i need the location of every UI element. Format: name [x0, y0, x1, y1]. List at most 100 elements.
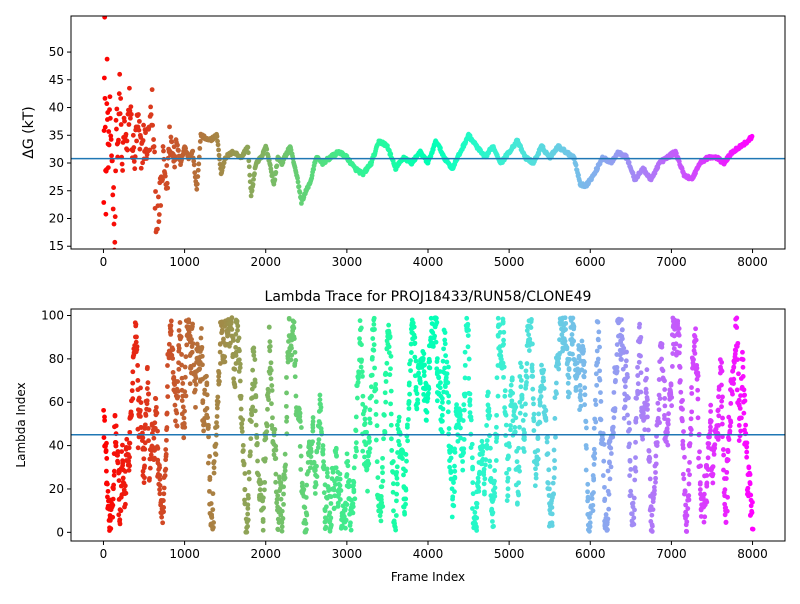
lambda-point — [244, 529, 250, 535]
lambda-point — [292, 349, 298, 355]
lambda-point — [720, 447, 726, 452]
lambda-point — [605, 488, 611, 494]
delta-g-point — [127, 115, 133, 121]
lambda-point — [653, 470, 658, 475]
lambda-point — [716, 413, 722, 419]
lambda-point — [462, 391, 468, 397]
y-axis-label: Lambda Index — [14, 382, 28, 467]
lambda-point — [324, 466, 330, 472]
lambda-point — [627, 473, 633, 479]
lambda-point — [503, 422, 509, 428]
lambda-point — [282, 475, 288, 481]
lambda-point — [687, 441, 693, 446]
lambda-point — [725, 494, 730, 500]
lambda-point — [611, 415, 617, 421]
lambda-point — [299, 480, 305, 486]
lambda-point — [157, 476, 163, 482]
lambda-point — [120, 479, 126, 485]
lambda-point — [289, 352, 295, 358]
x-tick-label: 6000 — [575, 255, 606, 269]
lambda-point — [708, 409, 714, 414]
lambda-point — [213, 441, 219, 447]
lambda-point — [260, 527, 266, 533]
lambda-point — [266, 324, 272, 330]
lambda-point — [684, 513, 690, 518]
lambda-point — [225, 333, 230, 339]
lambda-point — [318, 426, 324, 432]
lambda-point — [596, 329, 602, 335]
lambda-point — [624, 349, 629, 355]
lambda-point — [565, 394, 571, 400]
lambda-point — [273, 479, 279, 485]
lambda-point — [119, 449, 125, 455]
delta-g-point — [264, 146, 270, 152]
delta-g-point — [148, 104, 154, 110]
lambda-point — [127, 454, 132, 460]
lambda-point — [623, 363, 629, 369]
chart-title: Lambda Trace for PROJ18433/RUN58/CLONE49 — [265, 289, 592, 305]
delta-g-point — [215, 138, 220, 144]
y-tick-label: 45 — [49, 73, 64, 87]
lambda-point — [533, 471, 539, 477]
lambda-point — [168, 323, 174, 328]
lambda-point — [683, 502, 689, 508]
lambda-point — [141, 465, 147, 471]
lambda-point — [389, 448, 395, 453]
lambda-point — [446, 431, 452, 437]
lambda-point — [512, 425, 518, 430]
lambda-point — [629, 511, 635, 517]
lambda-point — [638, 353, 643, 359]
lambda-point — [277, 476, 283, 481]
lambda-point — [181, 421, 187, 426]
lambda-point — [535, 435, 541, 440]
lambda-point — [102, 414, 107, 420]
delta-g-point — [136, 127, 142, 133]
lambda-point — [249, 411, 254, 416]
lambda-point — [105, 494, 110, 500]
lambda-point — [161, 505, 167, 510]
lambda-point — [371, 342, 377, 348]
delta-g-point — [252, 171, 257, 177]
lambda-point — [599, 436, 605, 442]
lambda-point — [117, 507, 123, 513]
lambda-point — [292, 361, 298, 367]
x-tick-label: 0 — [100, 547, 108, 561]
lambda-point — [587, 528, 592, 534]
lambda-point — [488, 445, 493, 451]
lambda-point — [556, 366, 562, 372]
lambda-point — [388, 388, 394, 394]
delta-g-point — [123, 131, 129, 137]
lambda-point — [564, 360, 570, 366]
lambda-point — [559, 332, 565, 338]
lambda-point — [297, 419, 303, 424]
lambda-point — [142, 446, 148, 452]
lambda-point — [442, 341, 448, 347]
lambda-point — [279, 524, 285, 530]
lambda-point — [168, 318, 174, 324]
lambda-point — [495, 315, 501, 321]
lambda-point — [180, 381, 186, 386]
lambda-point — [439, 412, 445, 418]
lambda-point — [635, 373, 641, 378]
lambda-point — [556, 361, 562, 367]
lambda-point — [508, 382, 514, 388]
delta-g-point — [573, 162, 579, 168]
lambda-point — [438, 380, 443, 386]
lambda-point — [345, 458, 351, 464]
lambda-point — [698, 514, 704, 519]
lambda-point — [318, 407, 323, 413]
lambda-point — [704, 473, 710, 478]
lambda-point — [466, 356, 472, 362]
lambda-point — [693, 337, 699, 343]
lambda-point — [403, 496, 409, 502]
lambda-point — [229, 327, 235, 332]
lambda-point — [104, 456, 110, 461]
lambda-point — [327, 528, 333, 534]
lambda-point — [589, 496, 595, 501]
lambda-point — [238, 396, 244, 401]
lambda-point — [595, 356, 601, 362]
lambda-point — [452, 474, 458, 480]
lambda-point — [206, 422, 211, 428]
lambda-point — [390, 459, 396, 464]
lambda-point — [111, 468, 117, 474]
